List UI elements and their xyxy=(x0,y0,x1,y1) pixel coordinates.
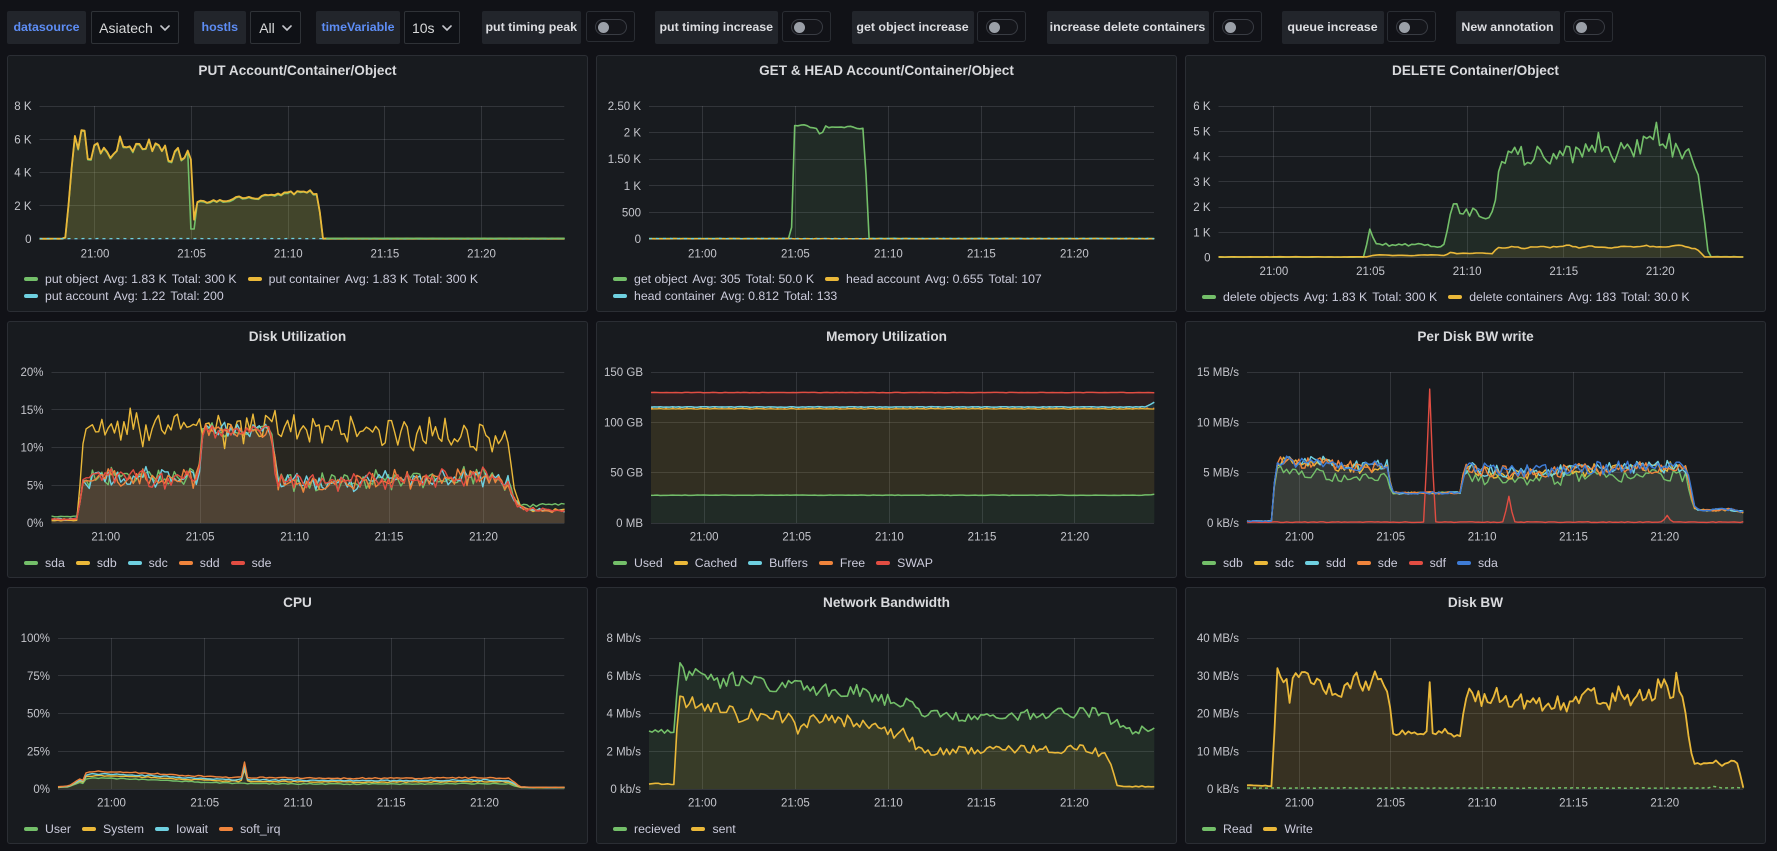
svg-text:21:20: 21:20 xyxy=(1650,798,1679,810)
svg-text:4 K: 4 K xyxy=(1193,152,1211,164)
svg-text:0%: 0% xyxy=(33,784,50,796)
svg-text:21:15: 21:15 xyxy=(967,249,996,261)
svg-text:21:05: 21:05 xyxy=(186,532,215,544)
svg-text:20 MB/s: 20 MB/s xyxy=(1197,709,1239,721)
svg-text:40 MB/s: 40 MB/s xyxy=(1197,633,1239,645)
svg-text:21:05: 21:05 xyxy=(781,798,810,810)
svg-text:21:10: 21:10 xyxy=(284,798,313,810)
svg-text:1.50 K: 1.50 K xyxy=(608,154,642,166)
svg-text:21:20: 21:20 xyxy=(1060,532,1089,544)
svg-text:21:15: 21:15 xyxy=(1559,532,1588,544)
svg-text:50%: 50% xyxy=(27,709,50,721)
svg-text:0: 0 xyxy=(1204,253,1210,265)
svg-text:3 K: 3 K xyxy=(1193,177,1211,189)
svg-text:1 K: 1 K xyxy=(624,181,642,193)
svg-text:21:15: 21:15 xyxy=(968,532,997,544)
svg-text:21:10: 21:10 xyxy=(874,249,903,261)
svg-text:4 Mb/s: 4 Mb/s xyxy=(606,709,641,721)
svg-text:20%: 20% xyxy=(20,367,43,379)
svg-text:21:00: 21:00 xyxy=(1285,532,1314,544)
svg-text:30 MB/s: 30 MB/s xyxy=(1197,671,1239,683)
svg-text:0 kb/s: 0 kb/s xyxy=(610,784,641,796)
svg-text:10 MB/s: 10 MB/s xyxy=(1197,417,1239,429)
svg-text:21:00: 21:00 xyxy=(81,249,110,261)
svg-text:1 K: 1 K xyxy=(1193,227,1211,239)
svg-text:150 GB: 150 GB xyxy=(604,367,643,379)
svg-text:0%: 0% xyxy=(27,518,44,530)
svg-text:21:00: 21:00 xyxy=(1285,798,1314,810)
svg-text:21:05: 21:05 xyxy=(190,798,219,810)
svg-text:0 MB: 0 MB xyxy=(616,518,643,530)
svg-text:500: 500 xyxy=(622,207,641,219)
svg-text:25%: 25% xyxy=(27,746,50,758)
svg-text:21:05: 21:05 xyxy=(782,532,811,544)
svg-text:21:10: 21:10 xyxy=(1468,798,1497,810)
svg-text:21:05: 21:05 xyxy=(1376,532,1405,544)
svg-text:21:00: 21:00 xyxy=(1260,266,1289,278)
svg-text:6 K: 6 K xyxy=(1193,101,1211,113)
svg-text:2 K: 2 K xyxy=(624,128,642,140)
svg-text:15 MB/s: 15 MB/s xyxy=(1197,367,1239,379)
svg-text:0: 0 xyxy=(25,234,31,246)
svg-text:4 K: 4 K xyxy=(14,168,32,180)
svg-text:2.50 K: 2.50 K xyxy=(608,101,642,113)
svg-text:8 K: 8 K xyxy=(14,101,32,113)
svg-text:0: 0 xyxy=(635,234,641,246)
svg-text:21:05: 21:05 xyxy=(177,249,206,261)
svg-text:21:10: 21:10 xyxy=(875,532,904,544)
svg-text:15%: 15% xyxy=(20,405,43,417)
svg-text:10 MB/s: 10 MB/s xyxy=(1197,746,1239,758)
svg-text:21:00: 21:00 xyxy=(690,532,719,544)
svg-text:21:15: 21:15 xyxy=(1559,798,1588,810)
svg-text:21:05: 21:05 xyxy=(781,249,810,261)
svg-text:21:20: 21:20 xyxy=(1060,798,1089,810)
svg-text:5%: 5% xyxy=(27,480,44,492)
svg-text:21:15: 21:15 xyxy=(371,249,400,261)
svg-text:0 kB/s: 0 kB/s xyxy=(1207,784,1239,796)
svg-text:21:10: 21:10 xyxy=(1468,532,1497,544)
svg-text:21:20: 21:20 xyxy=(1646,266,1675,278)
svg-text:21:15: 21:15 xyxy=(377,798,406,810)
svg-text:0 kB/s: 0 kB/s xyxy=(1207,518,1239,530)
svg-text:50 GB: 50 GB xyxy=(610,468,643,480)
svg-text:100 GB: 100 GB xyxy=(604,417,643,429)
svg-text:21:10: 21:10 xyxy=(280,532,309,544)
svg-text:21:10: 21:10 xyxy=(1453,266,1482,278)
svg-text:21:10: 21:10 xyxy=(274,249,303,261)
svg-text:21:20: 21:20 xyxy=(469,532,498,544)
svg-text:2 K: 2 K xyxy=(1193,202,1211,214)
svg-text:21:20: 21:20 xyxy=(467,249,496,261)
svg-text:6 K: 6 K xyxy=(14,134,32,146)
svg-text:21:00: 21:00 xyxy=(97,798,126,810)
svg-text:21:00: 21:00 xyxy=(688,249,717,261)
svg-text:21:15: 21:15 xyxy=(1549,266,1578,278)
svg-text:10%: 10% xyxy=(20,443,43,455)
svg-text:2 K: 2 K xyxy=(14,201,32,213)
svg-text:6 Mb/s: 6 Mb/s xyxy=(606,671,641,683)
svg-text:21:20: 21:20 xyxy=(1060,249,1089,261)
svg-text:21:00: 21:00 xyxy=(688,798,717,810)
svg-text:21:15: 21:15 xyxy=(967,798,996,810)
svg-text:8 Mb/s: 8 Mb/s xyxy=(606,633,641,645)
svg-text:21:20: 21:20 xyxy=(470,798,499,810)
svg-text:21:15: 21:15 xyxy=(375,532,404,544)
svg-text:21:00: 21:00 xyxy=(91,532,120,544)
svg-text:21:10: 21:10 xyxy=(874,798,903,810)
svg-text:21:20: 21:20 xyxy=(1650,532,1679,544)
svg-text:100%: 100% xyxy=(21,633,50,645)
svg-text:21:05: 21:05 xyxy=(1356,266,1385,278)
svg-text:5 MB/s: 5 MB/s xyxy=(1203,468,1239,480)
svg-text:21:05: 21:05 xyxy=(1376,798,1405,810)
svg-text:2 Mb/s: 2 Mb/s xyxy=(606,746,641,758)
svg-text:5 K: 5 K xyxy=(1193,126,1211,138)
svg-text:75%: 75% xyxy=(27,671,50,683)
